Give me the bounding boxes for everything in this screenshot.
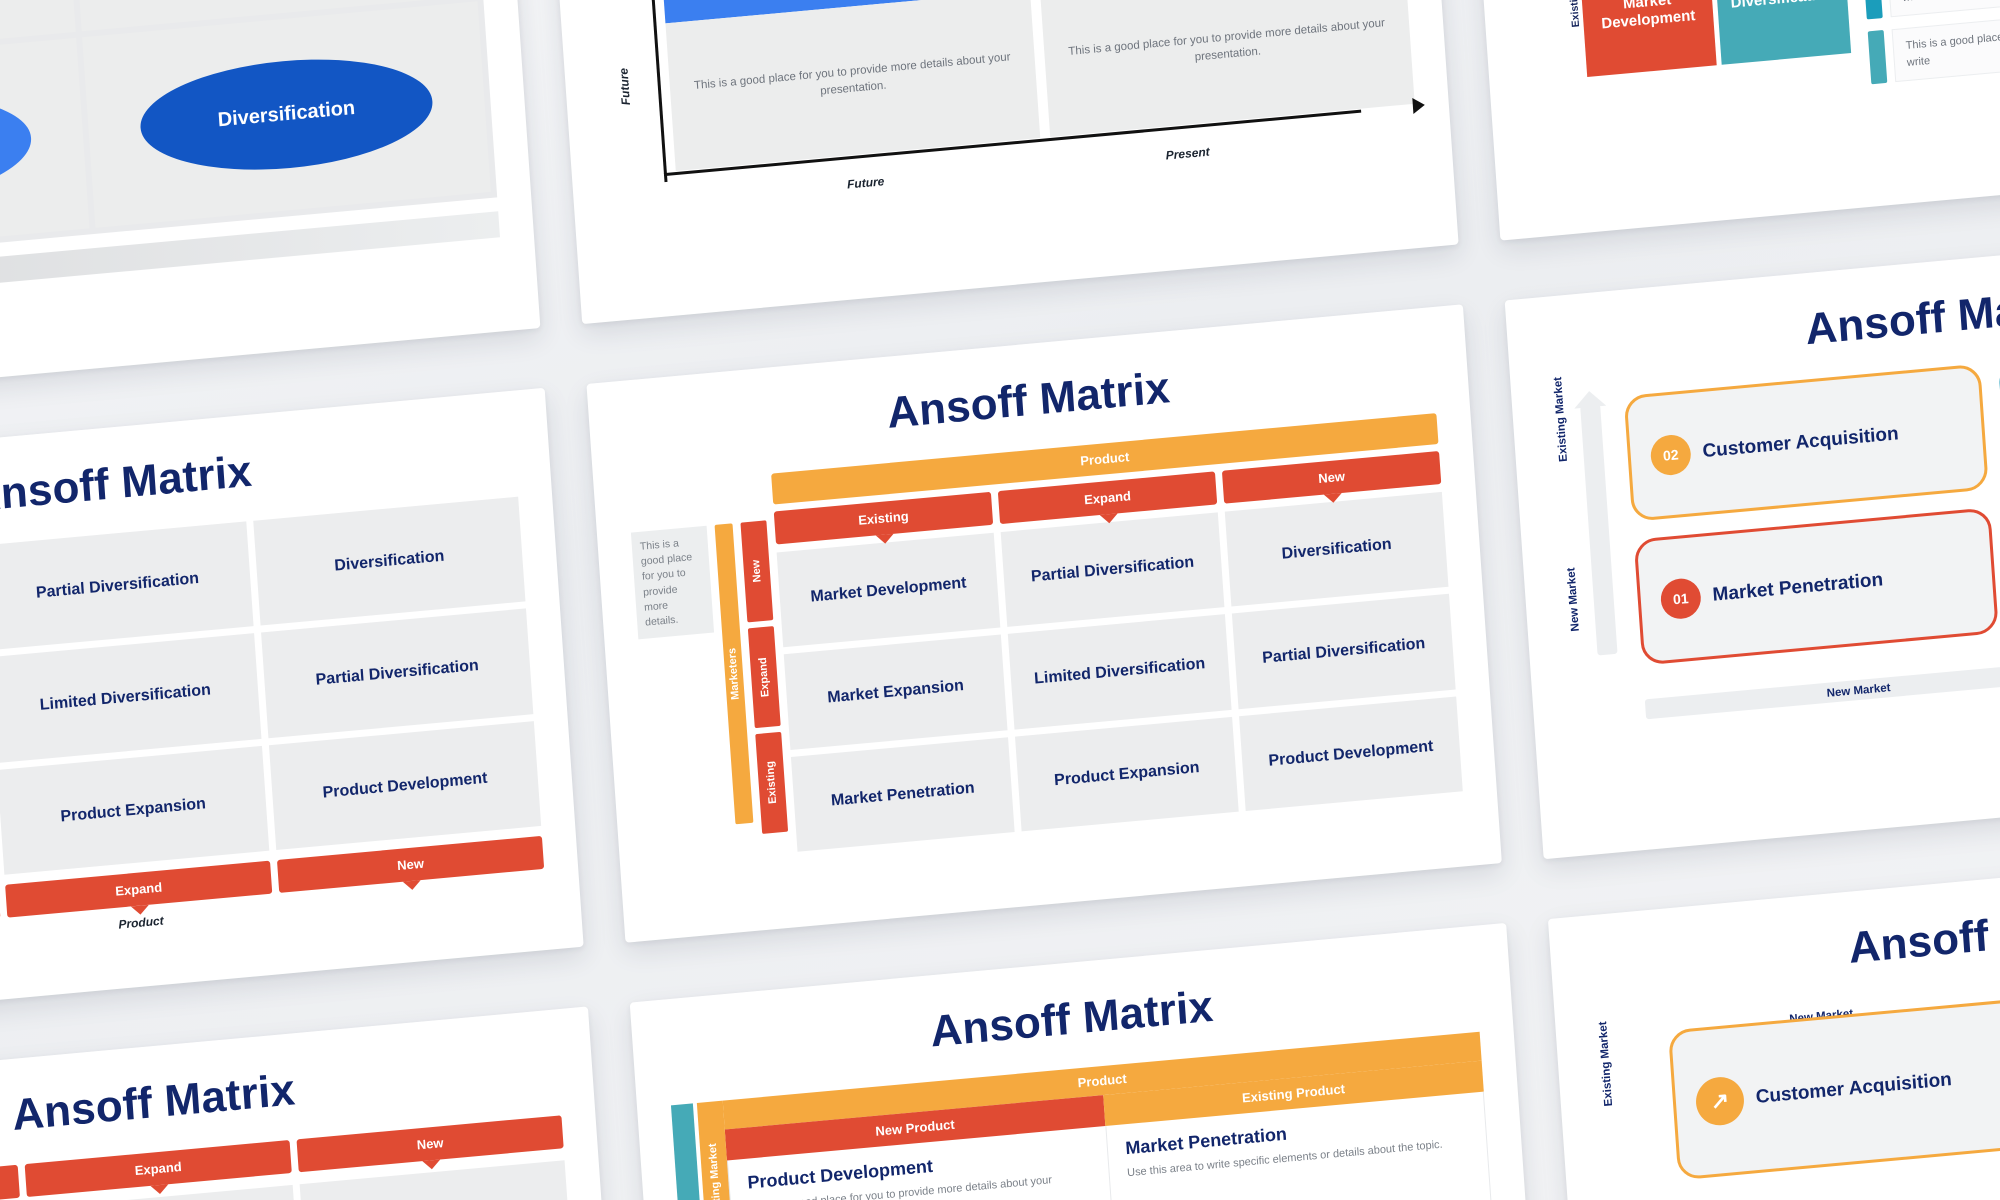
table-cell[interactable]: Limited Diversification [0, 633, 262, 763]
side-note-text: This is a good place for you to provide … [630, 525, 715, 640]
row-rail-new[interactable]: New [740, 520, 774, 623]
slide-ellipse-matrix[interactable]: Increasing Risk Market Penetration Produ… [0, 0, 541, 408]
vertical-axis-arrow-icon [1580, 404, 1618, 656]
ellipse-market-penetration[interactable]: Market Penetration [0, 0, 22, 22]
rounded-box-area: Existing Market New Market New Market Ex… [1546, 329, 2000, 733]
slide-colour-square-matrix[interactable]: Ansoff Matrix New Markets Existing New N… [1461, 0, 2000, 241]
table-cell[interactable]: Limited Diversification [1007, 614, 1232, 730]
box-label: Market Penetration [1711, 569, 1884, 606]
legend-list: This is a good place for you to present,… [1848, 0, 2000, 85]
matrix-and-legend: New Markets Existing New New Existing Ma… [1503, 0, 2000, 116]
slide-two-column-detail[interactable]: Ansoff Matrix Market Existing Market New… [629, 922, 1546, 1200]
box-customer-acquisition[interactable]: ↗ Customer Acquisition [1667, 998, 2000, 1181]
table-cell[interactable]: Market Expansion [783, 634, 1008, 750]
vertical-axis-line [636, 0, 668, 183]
matrix-body: Product Existing Expand New Market Devel… [771, 413, 1463, 852]
table-cell[interactable]: Partial Diversification [1000, 512, 1225, 628]
table-cell[interactable]: Diversification [1224, 491, 1449, 607]
page-title: Ansoff Matrix [1847, 898, 2000, 973]
row-label-existing: Existing [1567, 0, 1583, 28]
table-cell[interactable]: Product Expansion [1014, 716, 1239, 832]
square-market-development[interactable]: Market Development [1578, 0, 1717, 78]
box-market-penetration[interactable]: 01 Market Penetration [1633, 507, 1999, 666]
ellipse-market-development[interactable]: Market Development [0, 84, 36, 218]
slide-rounded-boxes-numbered[interactable]: Ansoff Matrix Existing Market New Market… [1504, 220, 2000, 860]
square-grid: Market Penetration Product Development M… [1570, 0, 1852, 78]
slide-table-matrix-left[interactable]: Ansoff Matrix Market Development Partial… [0, 387, 584, 1027]
ellipse-diversification[interactable]: Diversification [136, 47, 437, 182]
box-label: Customer Acquisition [1701, 423, 1900, 463]
table-cell[interactable]: Partial Diversification [1231, 594, 1456, 709]
x-axis-label-present: Present [1165, 144, 1211, 163]
step-number-badge: 02 [1649, 433, 1693, 477]
axis-arrow-right-icon [1412, 96, 1426, 114]
slide-rounded-boxes-icons[interactable]: Ansoff Matrix Existing Market New Market… [1547, 839, 2000, 1200]
chart-growth-icon: ↗ [1694, 1075, 1746, 1128]
x-axis-label-future: Future [846, 174, 885, 192]
legend-text: This is a good place for you to present,… [1887, 0, 2000, 18]
row-rail-existing[interactable]: Existing [755, 731, 789, 834]
table-cell[interactable]: Partial Diversification [261, 608, 534, 738]
table-cell[interactable]: Product Development [1239, 696, 1463, 812]
y-axis-label-new-market: New Market [1565, 567, 1582, 632]
y-axis-label-existing-market: Existing Market [1552, 376, 1571, 463]
rounded-box-icon-area: Existing Market New Market Existing Mark… [1590, 964, 2000, 1200]
table-cell[interactable]: Product Development [268, 720, 542, 851]
y-axis-label-future: Future [616, 67, 634, 106]
quadrant-body-text: This is a good place for you to provide … [1039, 0, 1415, 137]
square-diversification[interactable]: Diversification [1713, 0, 1852, 65]
axis-area: Present Future Future Present Customer A… [579, 0, 1426, 227]
rounded-box-grid: 02 Customer Acquisition 04 Business Dive… [1623, 329, 2000, 666]
ribbon-existing[interactable]: Existing [0, 1164, 20, 1200]
square-matrix-area: New Markets Existing New New Existing Ma… [1503, 0, 1852, 83]
table-cell[interactable]: Market Penetration [790, 736, 1015, 852]
icon-box-grid: ↗ Customer Acquisition ◀ Business Divers… [1667, 964, 2000, 1181]
matrix-with-rails: This is a good place for you to provide … [628, 413, 1463, 865]
ellipse-cell[interactable]: Diversification [82, 1, 491, 228]
table-cell[interactable]: Market Development [776, 532, 1001, 648]
legend-colour-chip [1863, 0, 1883, 20]
box-customer-acquisition[interactable]: 02 Customer Acquisition [1623, 363, 1989, 522]
row-rail-expand[interactable]: Expand [747, 626, 781, 729]
ellipse-cell[interactable]: Market Development [0, 37, 90, 265]
quadrant-grid: Customer Acquisition This is a good plac… [649, 0, 1415, 172]
y-axis-label-existing-market: Existing Market [1597, 1020, 1616, 1107]
table-cell[interactable]: Product Expansion [0, 745, 270, 875]
slide-table-matrix-bottom-left[interactable]: Ansoff Matrix Existing Expand New Market… [0, 1006, 627, 1200]
table-cell[interactable]: Partial Diversification [0, 521, 254, 651]
left-rails: This is a good place for you to provide … [628, 480, 715, 640]
matrix-table: Market Development Partial Diversificati… [776, 491, 1463, 852]
matrix-table: Market Development Partial Diversificati… [0, 496, 542, 900]
slide-blue-quadrants[interactable]: Present Future Future Present Customer A… [543, 0, 1459, 325]
slide-table-matrix-center[interactable]: Ansoff Matrix This is a good place for y… [586, 304, 1502, 943]
legend-item[interactable]: This is a good place for you to present,… [1863, 0, 2000, 20]
page-title: Ansoff Matrix [1803, 279, 2000, 355]
legend-colour-chip [1867, 29, 1888, 85]
box-label: Customer Acquisition [1755, 1069, 1953, 1108]
quadrant-new-product-introduction[interactable]: New Product Introduction This is a good … [1037, 0, 1415, 137]
table-cell[interactable]: Diversification [253, 496, 526, 626]
step-number-badge: 01 [1659, 576, 1703, 621]
